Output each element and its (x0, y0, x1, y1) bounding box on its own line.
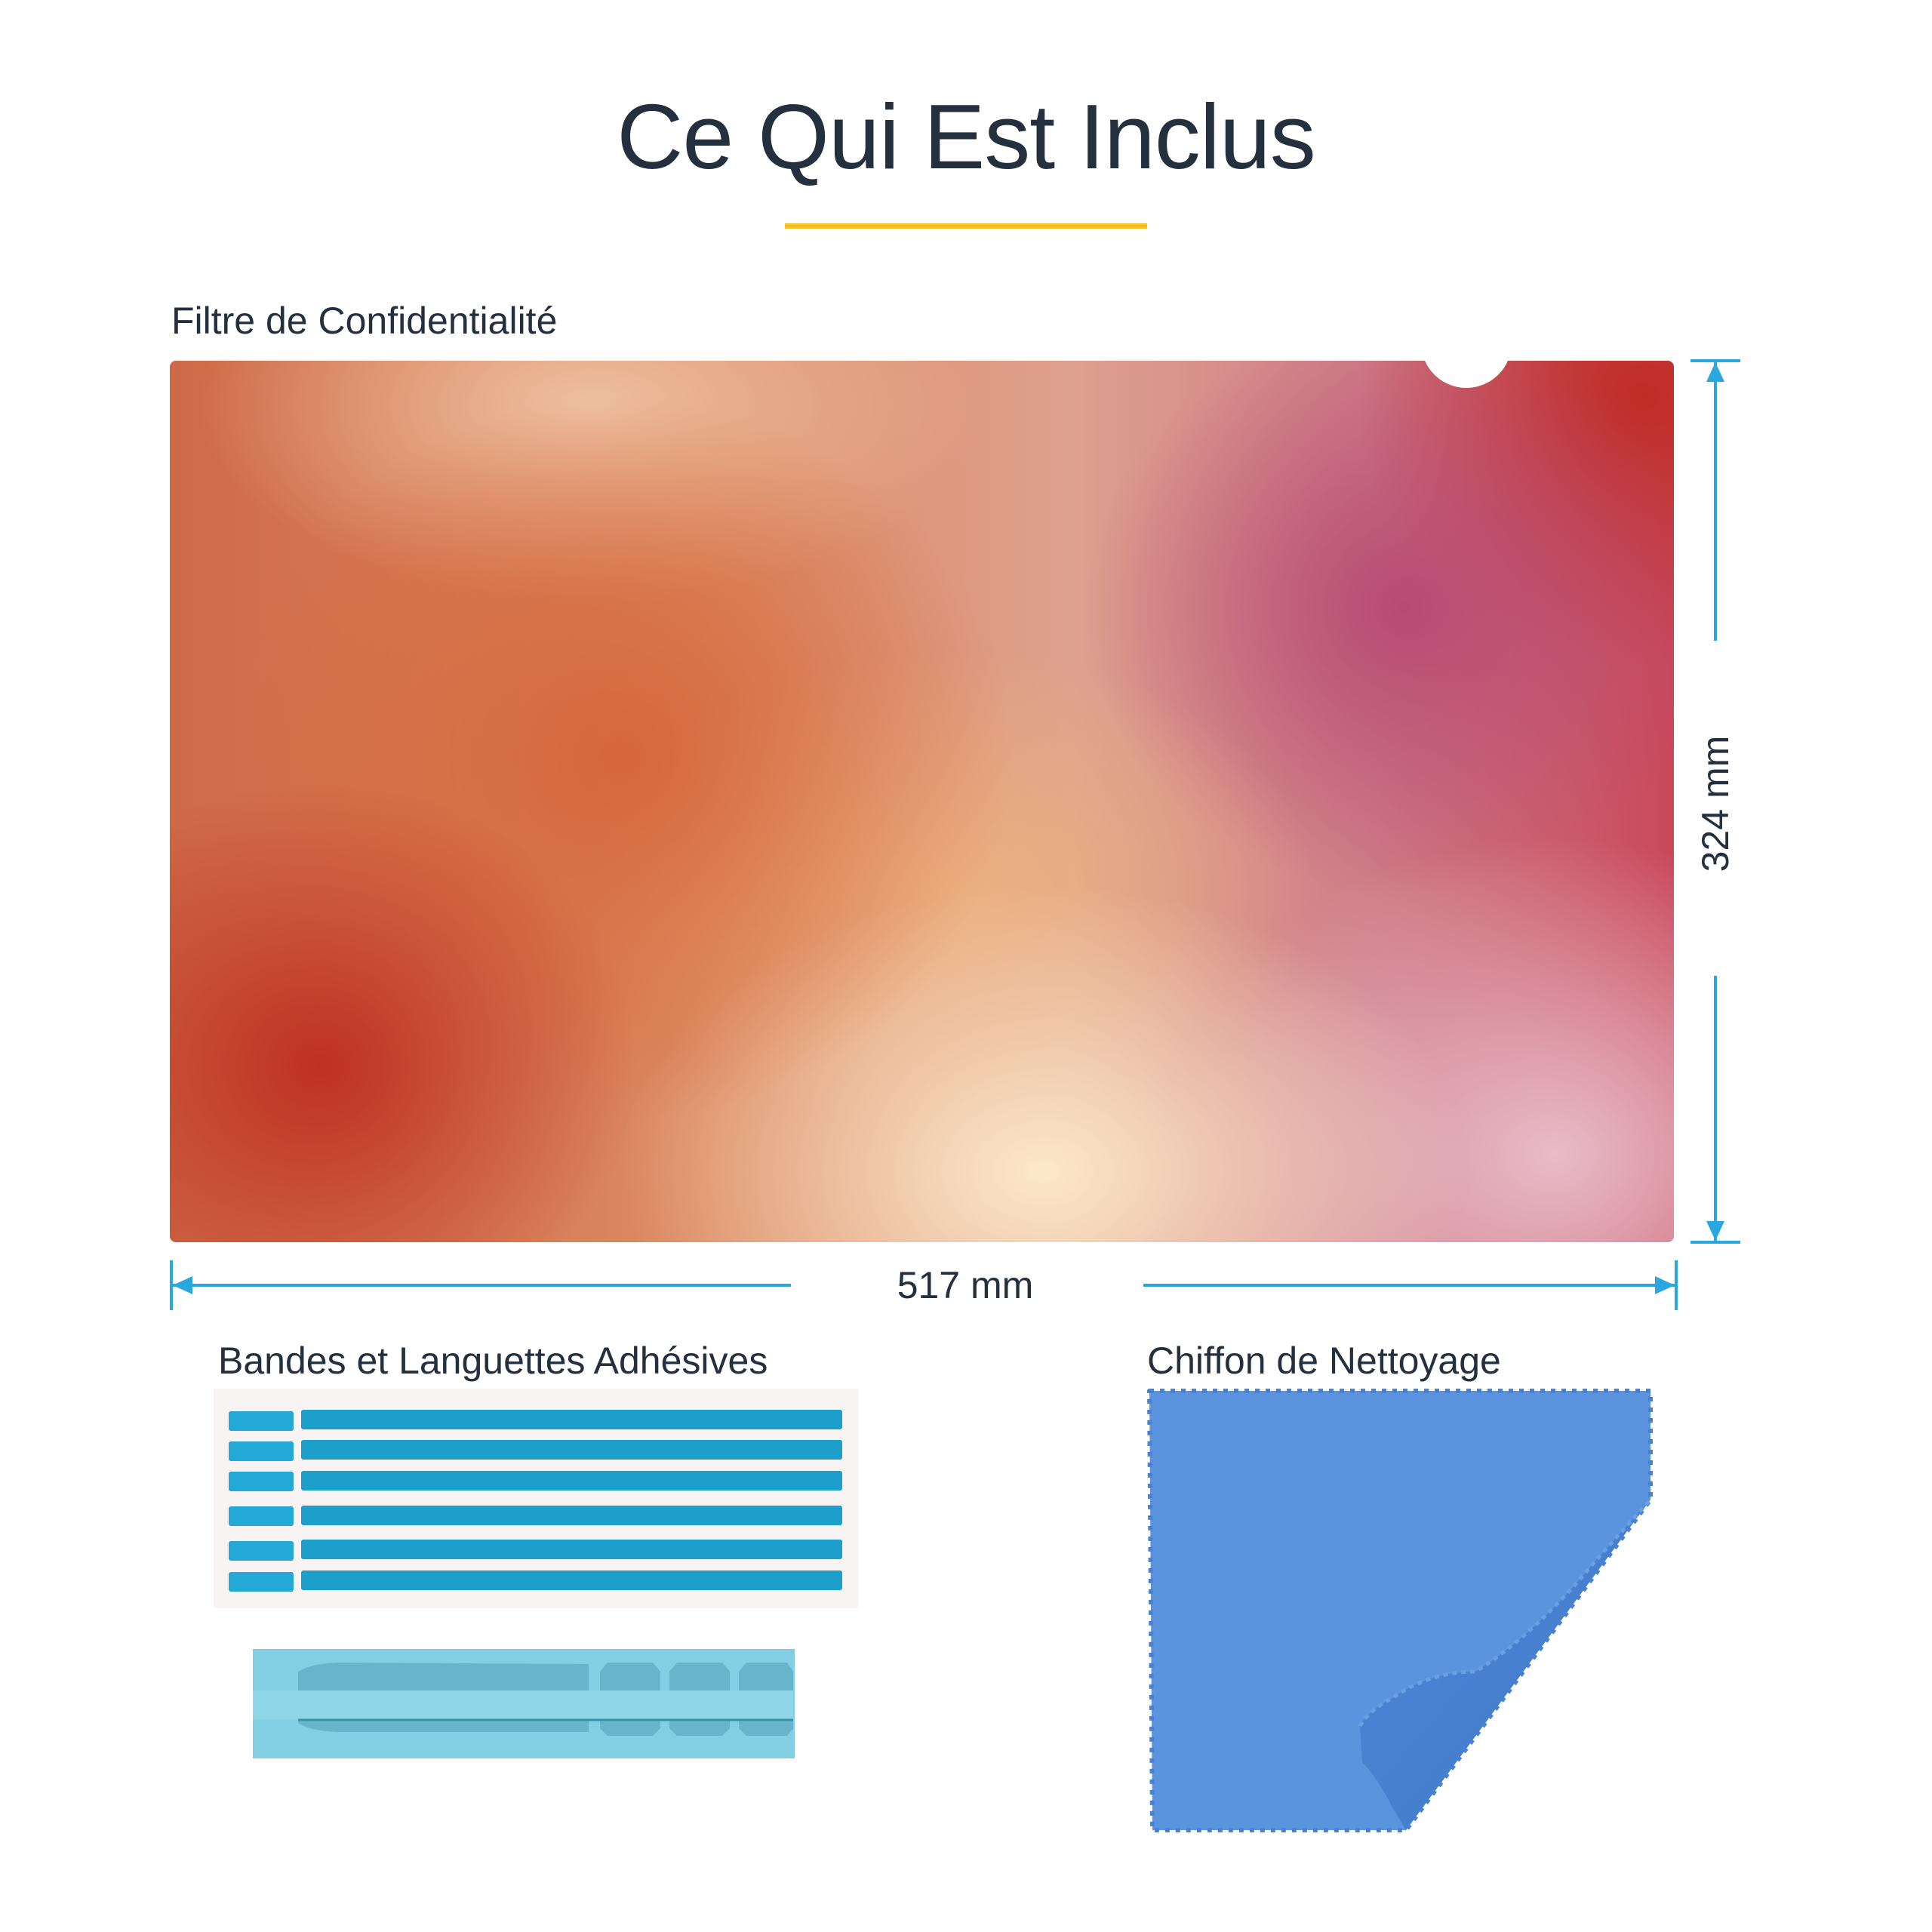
arrow-down-icon (1706, 1221, 1724, 1241)
arrow-up-icon (1706, 362, 1724, 382)
height-dimension-label: 324 mm (1694, 735, 1737, 872)
filter-notch (1421, 297, 1512, 388)
page-title: Ce Qui Est Inclus (617, 85, 1315, 188)
adhesive-tab (229, 1472, 294, 1491)
height-dimension-line-top (1714, 362, 1717, 641)
adhesive-tab (229, 1506, 294, 1526)
adhesive-strip (301, 1471, 842, 1491)
adhesive-tab (229, 1441, 294, 1461)
height-dimension-top-tick (1690, 359, 1740, 362)
width-dimension-line-right (1143, 1284, 1675, 1287)
arrow-right-icon (1655, 1276, 1675, 1294)
cleaning-cloth-image (1147, 1389, 1653, 1832)
width-dimension-line-left (173, 1284, 791, 1287)
adhesive-tab (229, 1541, 294, 1561)
width-dimension-left-tick (170, 1260, 173, 1310)
adhesive-strips-sheet (214, 1389, 858, 1608)
adhesive-strip (301, 1410, 842, 1429)
adhesive-strip (301, 1506, 842, 1525)
title-underline (785, 223, 1147, 229)
adhesive-tab (229, 1411, 294, 1431)
filter-label: Filtre de Confidentialité (171, 300, 558, 342)
height-dimension-line-bottom (1714, 976, 1717, 1241)
cloth-label: Chiffon de Nettoyage (1147, 1340, 1501, 1382)
adhesive-tab (229, 1572, 294, 1592)
privacy-filter-image (170, 361, 1674, 1242)
adhesive-strip (301, 1440, 842, 1460)
adhesive-strip (301, 1540, 842, 1559)
arrow-left-icon (173, 1276, 192, 1294)
adhesives-label: Bandes et Languettes Adhésives (218, 1340, 768, 1382)
width-dimension-label: 517 mm (897, 1264, 1034, 1306)
width-dimension-right-tick (1675, 1260, 1678, 1310)
height-dimension-bottom-tick (1690, 1241, 1740, 1244)
adhesive-strip (301, 1571, 842, 1590)
adhesive-tabs-piece (253, 1649, 795, 1758)
